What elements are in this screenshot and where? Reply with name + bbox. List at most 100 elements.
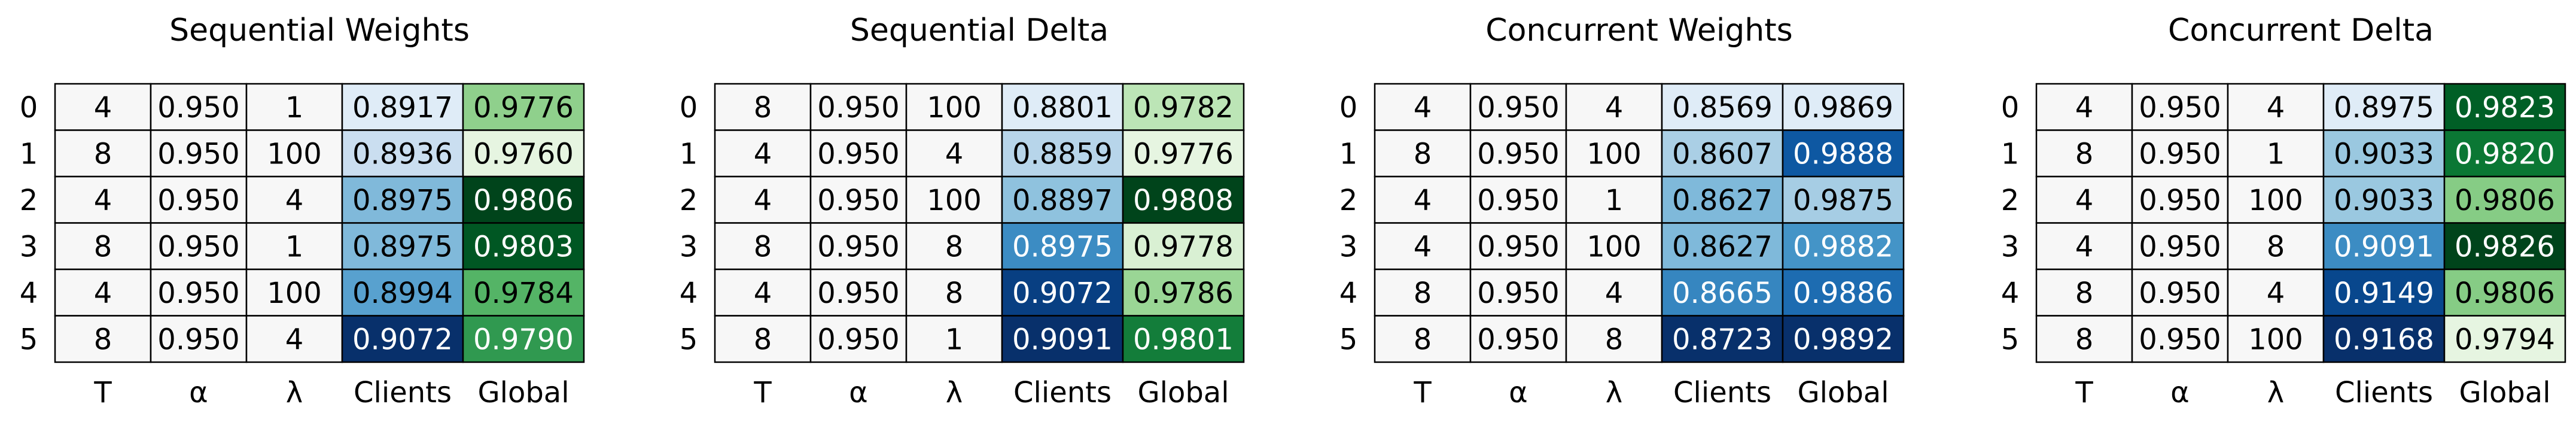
cell-value: 1 <box>1605 184 1624 217</box>
table-cell <box>905 268 1003 317</box>
table-cell <box>2131 222 2229 271</box>
cell-value: 100 <box>1587 137 1642 171</box>
table-cell <box>2322 129 2446 178</box>
cell-value: 100 <box>267 277 322 310</box>
cell-value: 4 <box>754 137 772 171</box>
table-cell <box>150 315 248 363</box>
cell-value: 4 <box>2267 91 2285 125</box>
panel-title: Concurrent Weights <box>1485 13 1792 48</box>
cell-value: 0.9033 <box>2334 184 2434 217</box>
column-label: T <box>93 376 112 409</box>
table-cell <box>2131 175 2229 224</box>
column-label: Global <box>2459 376 2550 409</box>
table-cell <box>1782 83 1905 131</box>
table-cell <box>809 315 908 363</box>
cell-value: 0.8975 <box>2334 91 2434 125</box>
table-cell <box>1661 175 1784 224</box>
panel-title: Concurrent Delta <box>2168 13 2434 48</box>
table-cell <box>1374 83 1472 131</box>
column-label: α <box>2170 376 2190 409</box>
cell-value: 100 <box>1587 230 1642 263</box>
cell-value: 4 <box>2075 230 2094 263</box>
row-label: 5 <box>2001 323 2020 356</box>
cell-value: 0.950 <box>817 137 899 171</box>
cell-value: 8 <box>945 277 964 310</box>
table-cell <box>1001 222 1124 271</box>
cell-value: 0.950 <box>1477 184 1559 217</box>
cell-value: 0.9888 <box>1793 137 1893 171</box>
column-label: λ <box>2267 376 2284 409</box>
row-label: 0 <box>2001 91 2020 125</box>
table-cell <box>2227 129 2325 178</box>
row-label: 5 <box>1339 323 1358 356</box>
table-cell <box>1661 83 1784 131</box>
cell-value: 0.9776 <box>1133 137 1234 171</box>
cell-value: 0.8607 <box>1672 137 1773 171</box>
table-cell <box>2443 315 2566 363</box>
cell-value: 8 <box>2075 137 2094 171</box>
table-cell <box>341 315 464 363</box>
table-cell <box>245 268 343 317</box>
cell-value: 0.950 <box>157 230 239 263</box>
cell-value: 0.9806 <box>473 184 574 217</box>
table-cell <box>150 222 248 271</box>
cell-value: 1 <box>2267 137 2285 171</box>
cell-value: 100 <box>2248 323 2303 356</box>
cell-value: 0.9801 <box>1133 323 1234 356</box>
table-cell <box>2443 129 2566 178</box>
table-cell <box>150 268 248 317</box>
cell-value: 0.8975 <box>352 230 453 263</box>
cell-value: 0.950 <box>817 91 899 125</box>
cell-value: 8 <box>754 91 772 125</box>
cell-value: 0.950 <box>1477 91 1559 125</box>
cell-value: 0.9794 <box>2455 323 2555 356</box>
table-cell <box>1122 129 1245 178</box>
table-cell <box>462 222 585 271</box>
cell-value: 0.9784 <box>473 277 574 310</box>
cell-value: 0.8665 <box>1672 277 1773 310</box>
table-cell <box>1782 268 1905 317</box>
table-cell <box>2443 222 2566 271</box>
cell-value: 0.9826 <box>2455 230 2555 263</box>
table-panel-2: Sequential Delta 0 8 0.950 100 0.8801 0.9782 1 4… <box>680 13 1245 409</box>
table-cell <box>1565 222 1663 271</box>
table-cell <box>809 129 908 178</box>
row-label: 2 <box>2001 184 2020 217</box>
row-label: 2 <box>680 184 698 217</box>
table-cell <box>2443 83 2566 131</box>
table-cell <box>245 315 343 363</box>
cell-value: 0.9778 <box>1133 230 1234 263</box>
column-label: α <box>849 376 868 409</box>
cell-value: 0.9072 <box>1012 277 1113 310</box>
cell-value: 0.8936 <box>352 137 453 171</box>
table-cell <box>1661 315 1784 363</box>
table-cell <box>1661 129 1784 178</box>
table-cell <box>905 222 1003 271</box>
row-label: 0 <box>20 91 38 125</box>
table-cell <box>2131 268 2229 317</box>
table-cell <box>1469 315 1567 363</box>
table-cell <box>1469 222 1567 271</box>
cell-value: 0.9823 <box>2455 91 2555 125</box>
table-cell <box>1122 315 1245 363</box>
cell-value: 4 <box>2267 277 2285 310</box>
cell-value: 0.8994 <box>352 277 453 310</box>
cell-value: 0.950 <box>157 184 239 217</box>
table-cell <box>1122 175 1245 224</box>
table-cell <box>809 175 908 224</box>
row-label: 3 <box>2001 230 2020 263</box>
cell-value: 0.9776 <box>473 91 574 125</box>
column-label: λ <box>946 376 963 409</box>
cell-value: 0.9875 <box>1793 184 1893 217</box>
table-cell <box>2443 268 2566 317</box>
cell-value: 4 <box>754 184 772 217</box>
cell-value: 0.950 <box>157 137 239 171</box>
table-cell <box>714 83 812 131</box>
table-cell <box>1374 129 1472 178</box>
cell-value: 0.9869 <box>1793 91 1893 125</box>
row-label: 0 <box>680 91 698 125</box>
cell-value: 100 <box>927 91 982 125</box>
table-panel-3: Concurrent Weights 0 4 0.950 4 0.8569 0.9869 1 8… <box>1339 13 1905 409</box>
cell-value: 1 <box>285 91 304 125</box>
cell-value: 0.9149 <box>2334 277 2434 310</box>
